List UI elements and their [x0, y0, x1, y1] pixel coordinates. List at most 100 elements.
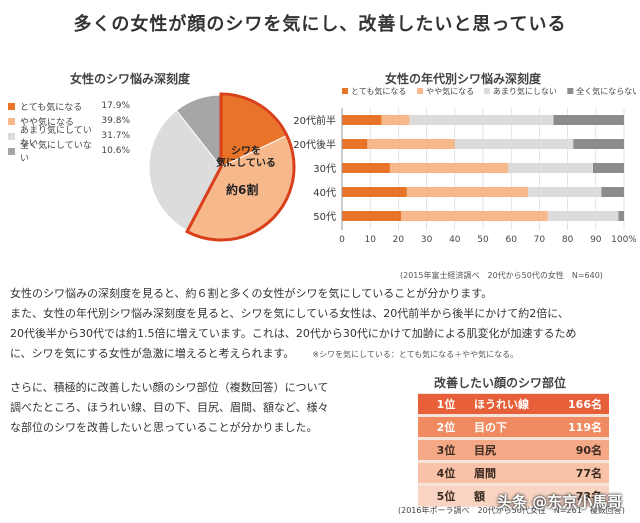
bar-segment	[409, 115, 554, 125]
pie-legend-value: 17.9%	[101, 101, 130, 111]
body-paragraph-2: さらに、積極的に改善したい顔のシワ部位（複数回答）について 調べたところ、ほうれ…	[10, 378, 380, 438]
ranking-row: 2位 目の下 119名	[418, 417, 609, 437]
bar-segment	[342, 163, 390, 173]
pie-chart	[148, 92, 296, 242]
ranking-part: 目尻	[474, 444, 496, 457]
bar-segment	[342, 211, 402, 221]
bar-legend-swatch	[567, 88, 574, 94]
bar-segment	[342, 139, 368, 149]
pie-legend: とても気になる 17.9% やや気になる 39.8% あまり気にしていない 31.7% 全く…	[8, 99, 130, 164]
y-category-label: 40代	[313, 187, 336, 199]
bar-segment	[528, 187, 602, 197]
x-tick-label: 0	[339, 235, 345, 245]
pie-callout-line1: シワを	[231, 146, 261, 157]
ranking-count: 90名	[575, 444, 602, 457]
note-text: ※シワを気にしている：とても気になる＋やや気になる。	[312, 350, 519, 359]
pie-legend-item: 全く気にしていない 10.6%	[8, 141, 130, 164]
para2-line3: な部位のシワを改善したいと思っていることが分かりました。	[10, 421, 318, 434]
pie-callout-line2: 気にしている	[216, 158, 276, 169]
page-title: 多くの女性が顔のシワを気にし、改善したいと思っている	[73, 14, 567, 35]
ranking-count: 166名	[568, 398, 602, 411]
body-paragraph-1: 女性のシワ悩みの深刻度を見ると、約６割と多くの女性がシワを気にしていることが分か…	[10, 284, 630, 365]
bar-segment	[406, 187, 529, 197]
para1-line3: 20代後半から30代では約1.5倍に増えています。これは、20代から30代にかけ…	[10, 327, 577, 340]
pie-legend-item: やや気になる 39.8%	[8, 114, 130, 128]
ranking-rank: 5位	[436, 490, 456, 503]
x-tick-label: 50	[477, 235, 489, 245]
x-tick-label: 30	[421, 235, 433, 245]
ranking-rank: 2位	[436, 421, 456, 434]
pie-legend-label: やや気になる	[20, 117, 75, 128]
x-tick-label: 10	[364, 235, 376, 245]
pie-legend-item: あまり気にしていない 31.7%	[8, 126, 130, 149]
legend-swatch	[8, 102, 15, 110]
pie-callout: シワを 気にしている	[214, 146, 278, 170]
pie-callout-value: 約6割	[226, 183, 259, 197]
ranking-table: 1位 ほうれい線 166名 2位 目の下 119名 3位 目尻 90名 4位 眉間 77名 5位 額 73名	[418, 393, 609, 507]
ranking-count: 77名	[575, 467, 602, 480]
bar-segment	[592, 163, 624, 173]
ranking-count: 73名	[575, 490, 602, 503]
bar-legend-swatch	[483, 88, 490, 94]
bar-segment	[342, 115, 382, 125]
pie-legend-item: とても気になる 17.9%	[8, 99, 130, 113]
x-tick-label: 20	[393, 235, 405, 245]
y-category-label: 20代後半	[293, 138, 336, 151]
bar-chart-source: (2015年富士経済調べ 20代から50代の女性 N=640)	[400, 271, 603, 280]
bar-segment	[547, 211, 619, 221]
ranking-rank: 4位	[436, 467, 456, 480]
ranking-row: 1位 ほうれい線 166名	[418, 394, 609, 414]
x-tick-label: 100%	[611, 235, 636, 245]
pie-legend-value: 31.7%	[101, 131, 130, 141]
ranking-source: (2016年ポーラ調べ 20代から50代女性 N=261 複数回答)	[398, 506, 625, 515]
pie-chart-title: 女性のシワ悩み深刻度	[70, 72, 191, 86]
pie-highlight-outline	[185, 92, 296, 242]
ranking-row: 5位 額 73名	[418, 486, 609, 506]
ranking-rank: 3位	[436, 444, 456, 457]
ranking-row: 3位 目尻 90名	[418, 440, 609, 460]
bar-segment	[401, 211, 548, 221]
para1-line4-text: に、シワを気にする女性が急激に増えると考えられます。	[10, 347, 295, 360]
bar-segment	[618, 211, 624, 221]
pie-legend-label: とても気になる	[20, 102, 83, 113]
pie-legend-label: 全く気にしていない	[20, 141, 92, 164]
ranking-part: ほうれい線	[474, 398, 529, 411]
y-category-label: 30代	[313, 163, 336, 175]
bar-segment	[553, 115, 624, 125]
bar-segment	[573, 139, 624, 149]
bar-legend-label: 全く気にならない	[576, 86, 636, 96]
legend-swatch	[8, 147, 15, 155]
bar-chart-title: 女性の年代別シワ悩み深刻度	[385, 72, 542, 86]
ranking-title: 改善したい顔のシワ部位	[434, 376, 567, 390]
ranking-part: 目の下	[474, 421, 507, 434]
bar-legend-label: あまり気にしない	[493, 86, 557, 96]
bar-segment	[601, 187, 624, 197]
bar-segment	[367, 139, 455, 149]
bar-segment	[389, 163, 509, 173]
para2-line2: 調べたところ、ほうれい線、目の下、目尻、眉間、額など、様々	[10, 401, 329, 414]
bar-segment	[342, 187, 407, 197]
para1-line1: 女性のシワ悩みの深刻度を見ると、約６割と多くの女性がシワを気にしていることが分か…	[10, 287, 493, 300]
x-tick-label: 80	[562, 235, 574, 245]
para2-line1: さらに、積極的に改善したい顔のシワ部位（複数回答）について	[10, 381, 329, 394]
bar-segment	[381, 115, 410, 125]
ranking-count: 119名	[568, 421, 602, 434]
bar-chart: とても気になる やや気になる あまり気にしない 全く気にならない 0 10 20 30 40 50…	[293, 86, 636, 245]
x-tick-label: 90	[590, 235, 602, 245]
ranking-part: 眉間	[474, 467, 496, 480]
x-tick-label: 40	[449, 235, 461, 245]
para1-line2: また、女性の年代別シワ悩み深刻度を見ると、シワを気にしている女性は、20代前半か…	[10, 307, 569, 320]
ranking-part: 額	[474, 490, 485, 503]
x-tick-label: 60	[505, 235, 517, 245]
bar-segment	[508, 163, 593, 173]
bar-legend-label: とても気になる	[351, 86, 406, 96]
bar-legend-swatch	[417, 88, 424, 94]
bar-segment	[454, 139, 574, 149]
bar-legend-swatch	[342, 88, 348, 94]
pie-legend-value: 10.6%	[101, 146, 130, 156]
legend-swatch	[8, 132, 15, 140]
ranking-row: 4位 眉間 77名	[418, 463, 609, 483]
pie-legend-value: 39.8%	[101, 116, 130, 126]
ranking-rank: 1位	[436, 398, 456, 411]
pie-legend-label: あまり気にしていない	[20, 126, 92, 149]
